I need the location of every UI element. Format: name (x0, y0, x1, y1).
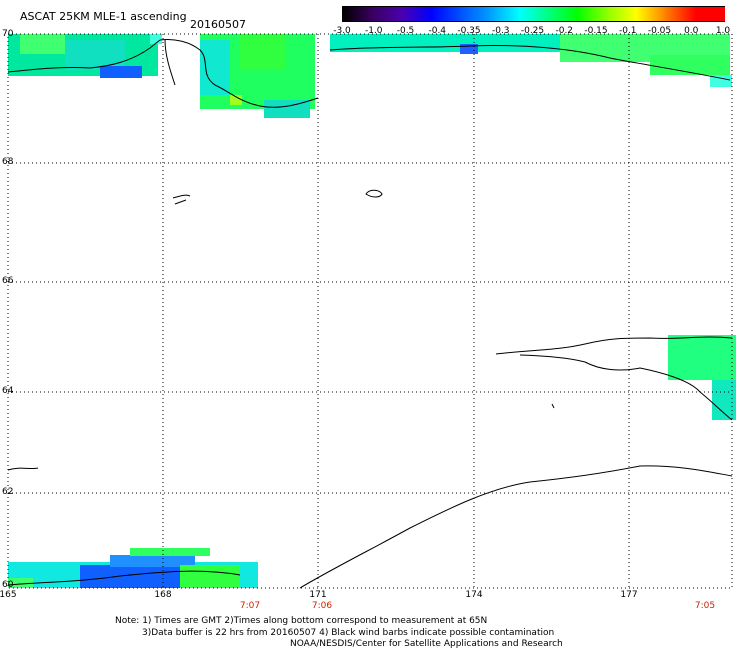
colorbar-tick-label: -0.4 (428, 26, 447, 36)
colorbar-segment (694, 7, 725, 21)
colorbar-tick-label: -0.5 (396, 26, 415, 36)
lat-label-66: 66 (2, 276, 14, 286)
time-label-0705: 7:05 (694, 601, 716, 611)
graticule (7, 33, 733, 589)
lon-label-165: 165 (0, 590, 17, 600)
colorbar-tick-label: -0.35 (457, 26, 481, 36)
colorbar-segment (577, 7, 608, 21)
lat-label-68: 68 (2, 157, 14, 167)
data-swath-layer (8, 34, 736, 588)
lat-label-64: 64 (2, 386, 14, 396)
time-label-0707: 7:07 (239, 601, 261, 611)
lat-label-70: 70 (2, 29, 14, 39)
colorbar-segment (665, 7, 696, 21)
colorbar-segment (636, 7, 667, 21)
lon-label-168: 168 (154, 590, 172, 600)
colorbar-segment (606, 7, 638, 21)
colorbar (342, 6, 725, 22)
lon-label-171: 171 (309, 590, 327, 600)
lon-label-174: 174 (465, 590, 483, 600)
colorbar-segment (460, 7, 491, 21)
colorbar-tick-label: -0.15 (584, 26, 608, 36)
footer-note-line1: Note: 1) Times are GMT 2)Times along bot… (115, 616, 488, 626)
coastlines (7, 39, 733, 589)
colorbar-tick-label: 0.0 (684, 26, 699, 36)
colorbar-segment (343, 7, 374, 21)
colorbar-tick-label: -3.0 (333, 26, 351, 36)
footer-note-line2: 3)Data buffer is 22 hrs from 20160507 4)… (142, 628, 555, 638)
colorbar-tick-label: -1.0 (364, 26, 383, 36)
colorbar-segment (372, 7, 403, 21)
colorbar-segment (401, 7, 432, 21)
colorbar-tick-label: 1.0 (715, 26, 731, 36)
lat-label-62: 62 (2, 487, 14, 497)
colorbar-segment (430, 7, 462, 21)
lon-label-177: 177 (620, 590, 638, 600)
colorbar-segment (548, 7, 579, 21)
colorbar-tick-label: -0.25 (520, 26, 545, 36)
map-title: ASCAT 25KM MLE-1 ascending (20, 10, 187, 23)
map-date: 20160507 (190, 18, 246, 31)
lat-label-60: 60 (2, 580, 14, 590)
colorbar-tick-label: -0.3 (491, 26, 510, 36)
colorbar-segment (518, 7, 550, 21)
colorbar-tick-label: -0.1 (618, 26, 637, 36)
colorbar-segment (489, 7, 520, 21)
footer-note-line3: NOAA/NESDIS/Center for Satellite Applica… (290, 639, 563, 649)
time-label-0706: 7:06 (311, 601, 333, 611)
colorbar-tick-label: -0.05 (647, 26, 672, 36)
colorbar-tick-label: -0.2 (555, 26, 574, 36)
